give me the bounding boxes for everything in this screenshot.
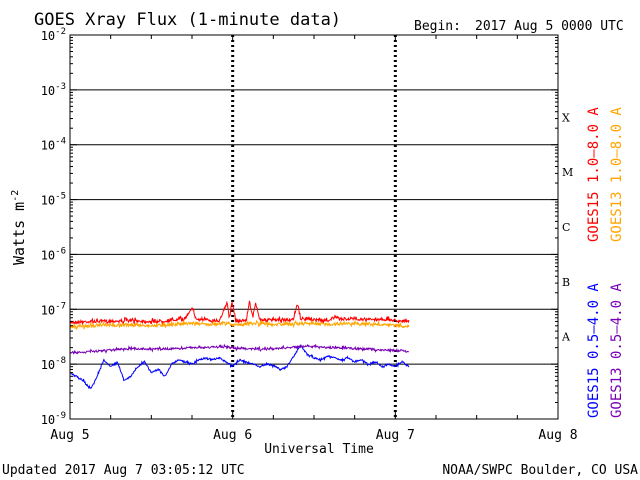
- x-tick-label: Aug 8: [538, 428, 577, 443]
- y-tick-exponent: -8: [55, 356, 66, 366]
- y-tick-label: 10-4: [41, 137, 66, 153]
- begin-label: Begin:: [414, 19, 461, 34]
- y-tick-base: 10: [41, 84, 55, 98]
- y-tick-base: 10: [41, 413, 55, 427]
- y-axis-label-exponent: -2: [10, 190, 21, 202]
- legend-entry: GOES13 1.0–8.0 A: [609, 107, 625, 242]
- flare-class-labels: X M C B A: [561, 111, 573, 343]
- y-tick-exponent: -5: [55, 192, 66, 202]
- y-tick-label: 10-7: [41, 301, 66, 317]
- series-group: [69, 300, 410, 390]
- y-tick-exponent: -2: [55, 27, 66, 37]
- y-tick-base: 10: [41, 29, 55, 43]
- x-tick-labels: Aug 5 Aug 6 Aug 7 Aug 8: [50, 428, 577, 443]
- chart-title: GOES Xray Flux (1-minute data): [34, 10, 341, 30]
- x-tick-label: Aug 6: [213, 428, 252, 443]
- y-axis-label-text: Watts m: [10, 202, 28, 265]
- gridlines: [70, 89, 558, 365]
- begin-value: 2017 Aug 5 0000 UTC: [475, 19, 624, 34]
- y-tick-label: 10-6: [41, 246, 66, 262]
- data-source: NOAA/SWPC Boulder, CO USA: [442, 463, 638, 478]
- y-tick-exponent: -6: [55, 246, 66, 256]
- y-tick-label: 10-9: [41, 411, 66, 427]
- legend-entry: GOES15 1.0–8.0 A: [586, 107, 602, 242]
- y-tick-base: 10: [41, 303, 55, 317]
- y-tick-base: 10: [41, 194, 55, 208]
- x-tick-label: Aug 7: [376, 428, 415, 443]
- x-axis-label: Universal Time: [264, 442, 374, 457]
- series-line: [69, 343, 409, 355]
- y-tick-exponent: -9: [55, 411, 66, 421]
- y-tick-base: 10: [41, 358, 55, 372]
- y-tick-base: 10: [41, 139, 55, 153]
- y-tick-label: 10-5: [41, 192, 66, 208]
- y-tick-exponent: -3: [55, 82, 66, 92]
- series-line: [69, 344, 410, 390]
- series-line: [69, 300, 410, 326]
- flare-class-label: X: [562, 111, 570, 124]
- legend-entry: GOES13 0.5–4.0 A: [609, 283, 625, 418]
- y-tick-label: 10-2: [41, 27, 66, 43]
- day-separators: [231, 35, 397, 419]
- y-tick-label: 10-3: [41, 82, 66, 98]
- y-tick-label: 10-8: [41, 356, 66, 372]
- series-line: [69, 319, 410, 331]
- updated-timestamp: Updated 2017 Aug 7 03:05:12 UTC: [2, 463, 245, 478]
- flare-class-label: B: [562, 276, 570, 289]
- plot-frame: [69, 34, 559, 420]
- x-tick-label: Aug 5: [50, 428, 89, 443]
- flare-class-label: M: [562, 166, 573, 179]
- y-tick-base: 10: [41, 248, 55, 262]
- y-axis-label: Watts m-2: [10, 190, 28, 265]
- flare-class-label: A: [561, 331, 571, 344]
- flare-class-label: C: [562, 221, 570, 234]
- legend: GOES15 1.0–8.0 A GOES13 1.0–8.0 A GOES15 0…: [586, 107, 625, 418]
- y-tick-exponent: -4: [55, 137, 66, 147]
- y-tick-exponent: -7: [55, 301, 66, 311]
- y-tick-labels: 10-210-310-410-510-610-710-810-9: [41, 27, 66, 427]
- legend-entry: GOES15 0.5–4.0 A: [586, 283, 602, 418]
- axis-ticks: [69, 34, 559, 420]
